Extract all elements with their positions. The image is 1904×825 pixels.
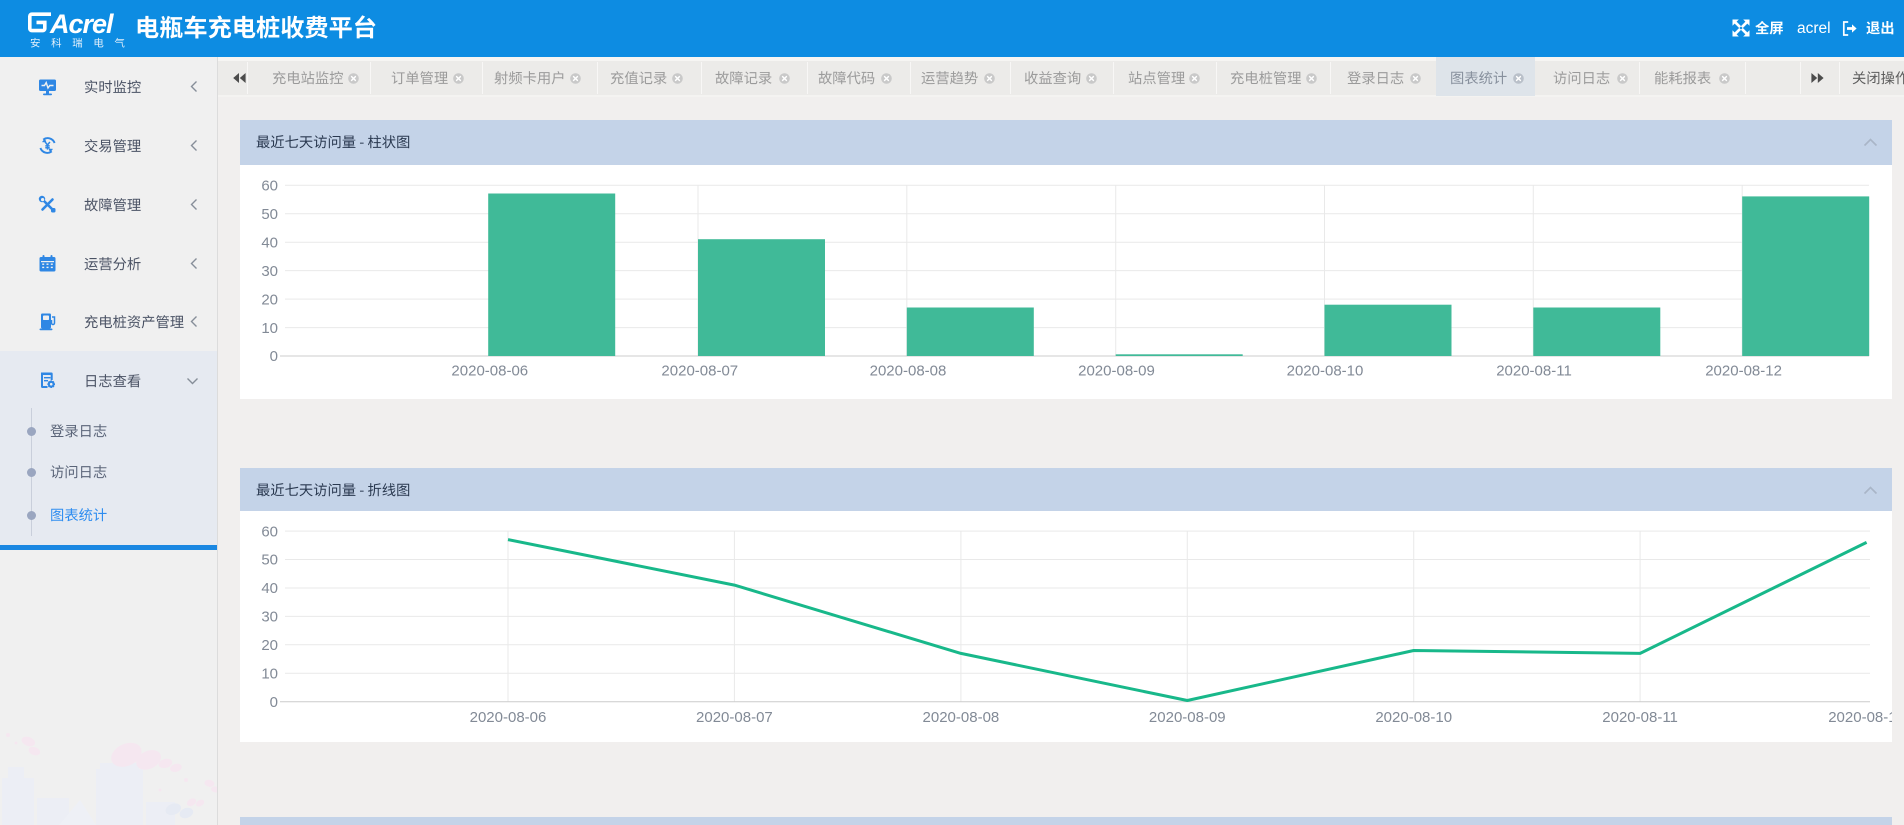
svg-text:2020-08-12: 2020-08-12 — [1828, 709, 1892, 726]
svg-text:40: 40 — [261, 580, 278, 597]
svg-text:2020-08-11: 2020-08-11 — [1602, 709, 1678, 726]
svg-text:2020-08-09: 2020-08-09 — [1149, 709, 1226, 726]
svg-text:50: 50 — [261, 206, 278, 223]
svg-text:60: 60 — [261, 178, 278, 195]
svg-text:2020-08-10: 2020-08-10 — [1375, 709, 1452, 726]
svg-text:2020-08-08: 2020-08-08 — [870, 363, 947, 380]
svg-text:0: 0 — [270, 348, 278, 365]
svg-text:2020-08-07: 2020-08-07 — [696, 709, 773, 726]
svg-text:30: 30 — [261, 609, 278, 626]
svg-text:20: 20 — [261, 291, 278, 308]
svg-text:2020-08-06: 2020-08-06 — [451, 363, 528, 380]
svg-text:2020-08-12: 2020-08-12 — [1705, 363, 1782, 380]
svg-text:10: 10 — [261, 665, 278, 682]
svg-text:2020-08-07: 2020-08-07 — [661, 363, 738, 380]
svg-text:2020-08-10: 2020-08-10 — [1287, 363, 1364, 380]
svg-text:60: 60 — [261, 523, 278, 540]
svg-text:2020-08-11: 2020-08-11 — [1496, 363, 1572, 380]
svg-text:2020-08-08: 2020-08-08 — [923, 709, 1000, 726]
svg-text:50: 50 — [261, 552, 278, 569]
svg-text:2020-08-09: 2020-08-09 — [1078, 363, 1155, 380]
svg-text:30: 30 — [261, 263, 278, 280]
svg-text:0: 0 — [270, 694, 278, 711]
svg-text:40: 40 — [261, 234, 278, 251]
svg-text:2020-08-06: 2020-08-06 — [470, 709, 547, 726]
svg-text:10: 10 — [261, 320, 278, 337]
svg-text:20: 20 — [261, 637, 278, 654]
